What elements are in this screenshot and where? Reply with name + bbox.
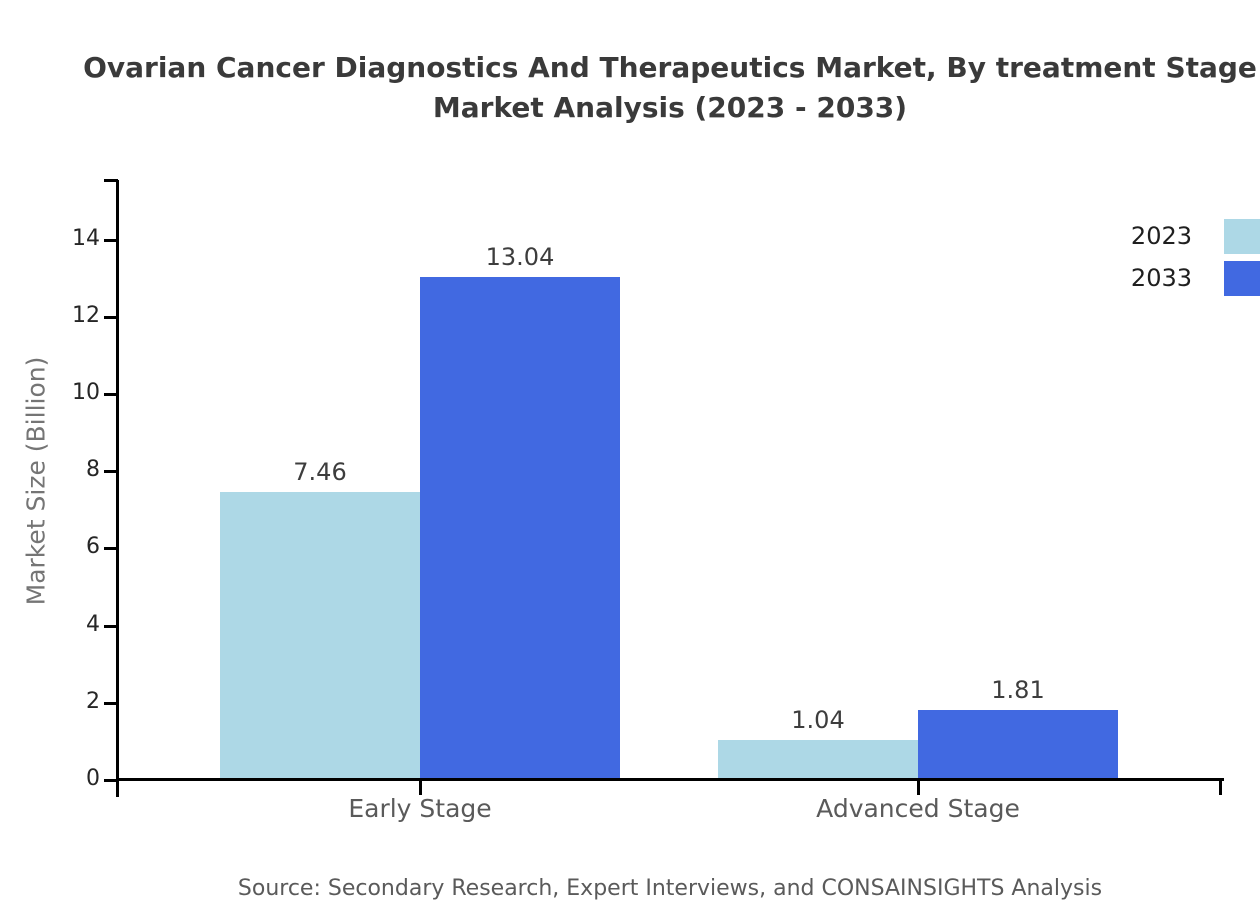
x-tick-early-stage — [419, 778, 422, 795]
y-axis-end-cap — [104, 179, 118, 182]
legend-label-2033: 2033 — [1130, 264, 1192, 292]
y-tick-12 — [104, 316, 118, 319]
y-tick-2 — [104, 702, 118, 705]
bar-2033-early-stage — [420, 277, 620, 780]
y-tick-14 — [104, 239, 118, 242]
bar-value-label-2033-advanced-stage: 1.81 — [991, 676, 1045, 704]
y-tick-4 — [104, 625, 118, 628]
bar-2023-early-stage — [220, 492, 420, 780]
y-tick-label-8: 8 — [86, 457, 100, 482]
y-tick-label-4: 4 — [86, 612, 100, 637]
y-tick-0 — [104, 779, 118, 782]
y-tick-8 — [104, 470, 118, 473]
y-tick-label-10: 10 — [72, 380, 100, 405]
bar-value-label-2023-advanced-stage: 1.04 — [791, 706, 845, 734]
y-tick-6 — [104, 547, 118, 550]
x-category-label-early-stage: Early Stage — [348, 794, 492, 823]
x-tick-advanced-stage — [917, 778, 920, 795]
legend-label-2023: 2023 — [1130, 222, 1192, 250]
bar-2023-advanced-stage — [718, 740, 918, 780]
y-axis-line — [116, 180, 119, 797]
x-axis-end-cap — [1219, 778, 1222, 795]
y-tick-label-2: 2 — [86, 689, 100, 714]
y-tick-label-14: 14 — [72, 226, 100, 251]
legend-swatch-2023 — [1224, 219, 1260, 254]
bar-value-label-2033-early-stage: 13.04 — [485, 243, 555, 271]
chart-title: Ovarian Cancer Diagnostics And Therapeut… — [83, 51, 1257, 124]
y-tick-label-12: 12 — [72, 303, 100, 328]
x-category-label-advanced-stage: Advanced Stage — [816, 794, 1020, 823]
y-tick-10 — [104, 393, 118, 396]
bar-2033-advanced-stage — [918, 710, 1118, 780]
y-tick-label-6: 6 — [86, 534, 100, 559]
bar-value-label-2023-early-stage: 7.46 — [293, 458, 347, 486]
legend-swatch-2033 — [1224, 261, 1260, 296]
y-tick-label-0: 0 — [86, 766, 100, 791]
x-axis-line — [116, 778, 1224, 781]
source-note: Source: Secondary Research, Expert Inter… — [237, 876, 1103, 901]
